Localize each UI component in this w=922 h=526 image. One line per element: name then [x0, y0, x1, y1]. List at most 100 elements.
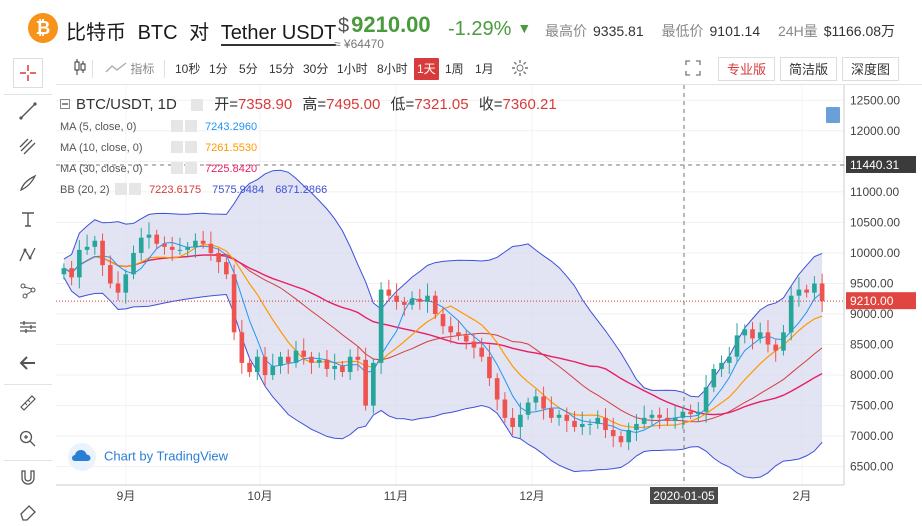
candle-body: [440, 314, 446, 327]
interval-tab-2[interactable]: 5分: [239, 62, 258, 76]
volume-label: 24H量: [778, 23, 818, 39]
x-tick-label: 11月: [384, 489, 408, 503]
y-tick-label: 9500.00: [850, 276, 894, 290]
settings-gear-icon[interactable]: [508, 58, 532, 80]
ma30-settings-icon[interactable]: [171, 162, 183, 174]
indicators-button[interactable]: 指标: [102, 58, 157, 80]
candle-body: [533, 396, 539, 403]
low-value: 7321.05: [414, 96, 469, 113]
candle-body: [169, 246, 175, 250]
ma5-settings-icon[interactable]: [171, 120, 183, 132]
fib-tool-icon[interactable]: [13, 132, 43, 162]
price-value: 9210.00: [351, 12, 431, 37]
bb-row: BB (20, 2) 7223.6175 7575.9484 6871.2866: [60, 180, 557, 201]
brush-tool-icon[interactable]: [13, 168, 43, 198]
toolbar-divider: [4, 460, 52, 461]
ma5-close-icon[interactable]: [185, 120, 197, 132]
projection-tool-icon[interactable]: [13, 276, 43, 306]
depth-chart-button[interactable]: 深度图: [842, 57, 900, 81]
measure-tool-icon[interactable]: [13, 312, 43, 342]
magnet-icon[interactable]: [13, 462, 43, 492]
interval-tab-5[interactable]: 1小时: [337, 62, 368, 76]
collapse-icon[interactable]: [60, 99, 70, 109]
quote-currency-selector[interactable]: Tether USDT: [220, 22, 337, 46]
y-tick-label: 11000.00: [850, 185, 899, 199]
simple-view-button[interactable]: 简洁版: [780, 57, 838, 81]
bb-close-icon[interactable]: [129, 183, 141, 195]
candle-body: [626, 430, 632, 443]
pattern-tool-icon[interactable]: [13, 240, 43, 270]
fullscreen-icon[interactable]: [682, 58, 704, 80]
x-tick-label: 9月: [117, 489, 136, 503]
candle-body: [417, 298, 423, 302]
price-change: -1.29% ▼: [448, 18, 531, 41]
candle-body: [378, 289, 384, 363]
candle-body: [819, 283, 825, 302]
candle-body: [549, 408, 554, 418]
interval-tab-7[interactable]: 1天: [414, 58, 439, 80]
candle-body: [293, 350, 299, 363]
ma10-settings-icon[interactable]: [171, 141, 183, 153]
ma10-value: 7261.5530: [205, 142, 258, 154]
ruler-tool-icon[interactable]: [13, 388, 43, 418]
candle-body: [688, 411, 693, 415]
candle-body: [487, 356, 492, 379]
candle-body: [541, 396, 546, 409]
trend-line-tool-icon[interactable]: [13, 96, 43, 126]
candle-body: [610, 430, 616, 437]
ma30-close-icon[interactable]: [185, 162, 197, 174]
bollinger-upper-line: [63, 169, 823, 398]
crosshair-tool-icon[interactable]: [13, 58, 43, 88]
candle-body: [742, 329, 748, 336]
interval-tab-6[interactable]: 8小时: [377, 62, 408, 76]
text-tool-icon[interactable]: [13, 204, 43, 234]
candle-body: [84, 246, 90, 250]
back-arrow-icon[interactable]: [13, 348, 43, 378]
interval-tab-0[interactable]: 10秒: [175, 62, 201, 76]
price-cny: ≈ ¥64470: [334, 37, 384, 51]
candle-body: [494, 378, 500, 400]
candle-body: [138, 237, 144, 253]
volume-value: $1166.08万: [823, 23, 896, 39]
ma30-line: [63, 254, 823, 416]
y-tick-label: 7000.00: [850, 429, 894, 443]
candle-body: [463, 335, 469, 342]
candle-body: [324, 359, 330, 369]
eraser-icon[interactable]: [13, 496, 43, 526]
candlestick-chart[interactable]: 12500.0012000.0011500.0011000.0010500.00…: [56, 85, 922, 511]
ma10-close-icon[interactable]: [185, 141, 197, 153]
interval-tab-8[interactable]: 1周: [445, 62, 464, 76]
tradingview-watermark[interactable]: Chart by TradingView: [68, 443, 228, 471]
candle-body: [734, 335, 740, 357]
candle-body: [750, 329, 755, 339]
candle-type-icon[interactable]: [70, 58, 90, 80]
interval-tab-4[interactable]: 30分: [303, 62, 329, 76]
candle-body: [285, 356, 291, 363]
candle-body: [672, 417, 678, 421]
interval-tab-9[interactable]: 1月: [475, 62, 494, 76]
candle-body: [162, 243, 167, 247]
interval-tab-3[interactable]: 15分: [269, 62, 295, 76]
candle-body: [525, 402, 531, 415]
candle-body: [386, 289, 392, 296]
candle-body: [649, 414, 655, 418]
candle-body: [224, 262, 229, 275]
settings-icon[interactable]: [191, 99, 204, 111]
y-tick-label: 8500.00: [850, 338, 894, 352]
interval-tab-1[interactable]: 1分: [209, 62, 228, 76]
candle-body: [347, 356, 353, 373]
candle-body: [432, 295, 438, 315]
candle-body: [665, 417, 670, 421]
candle-body: [479, 347, 485, 357]
zoom-in-icon[interactable]: [13, 424, 43, 454]
candle-body: [371, 362, 376, 406]
bb-settings-icon[interactable]: [115, 183, 127, 195]
ma30-label: MA (30, close, 0): [60, 163, 143, 175]
candle-body: [587, 423, 593, 425]
candle-body: [309, 356, 314, 363]
candle-body: [618, 436, 624, 443]
ma5-row: MA (5, close, 0) 7243.2960: [60, 117, 557, 138]
candle-body: [316, 359, 322, 363]
pro-view-button[interactable]: 专业版: [718, 57, 776, 81]
price-chart[interactable]: 12500.0012000.0011500.0011000.0010500.00…: [56, 84, 922, 510]
